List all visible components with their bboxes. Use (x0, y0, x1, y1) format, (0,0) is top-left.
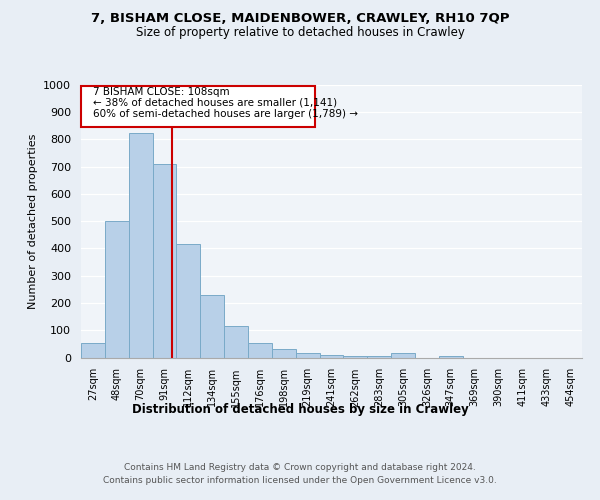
Bar (176, 244, 200, 358)
FancyBboxPatch shape (81, 86, 315, 127)
Bar (129, 132, 152, 358)
Text: 7, BISHAM CLOSE, MAIDENBOWER, CRAWLEY, RH10 7QP: 7, BISHAM CLOSE, MAIDENBOWER, CRAWLEY, R… (91, 12, 509, 26)
Text: ← 38% of detached houses are smaller (1,141): ← 38% of detached houses are smaller (1,… (93, 98, 337, 108)
Bar (320, 355, 343, 358)
Bar (439, 356, 463, 358)
Text: 7 BISHAM CLOSE: 108sqm: 7 BISHAM CLOSE: 108sqm (93, 87, 230, 97)
Y-axis label: Number of detached properties: Number of detached properties (28, 134, 38, 309)
Bar (272, 350, 296, 358)
Bar (248, 342, 272, 357)
Bar (224, 326, 248, 358)
Bar (152, 164, 176, 358)
Text: 60% of semi-detached houses are larger (1,789) →: 60% of semi-detached houses are larger (… (93, 108, 358, 118)
Bar (105, 221, 129, 358)
Text: Contains public sector information licensed under the Open Government Licence v3: Contains public sector information licen… (103, 476, 497, 485)
Bar (391, 354, 415, 358)
Bar (200, 295, 224, 358)
Bar (367, 356, 391, 358)
Bar (343, 356, 367, 358)
Text: Contains HM Land Registry data © Crown copyright and database right 2024.: Contains HM Land Registry data © Crown c… (124, 462, 476, 471)
Text: Size of property relative to detached houses in Crawley: Size of property relative to detached ho… (136, 26, 464, 39)
Bar (296, 354, 320, 358)
Bar (81, 342, 105, 357)
Text: Distribution of detached houses by size in Crawley: Distribution of detached houses by size … (131, 402, 469, 415)
